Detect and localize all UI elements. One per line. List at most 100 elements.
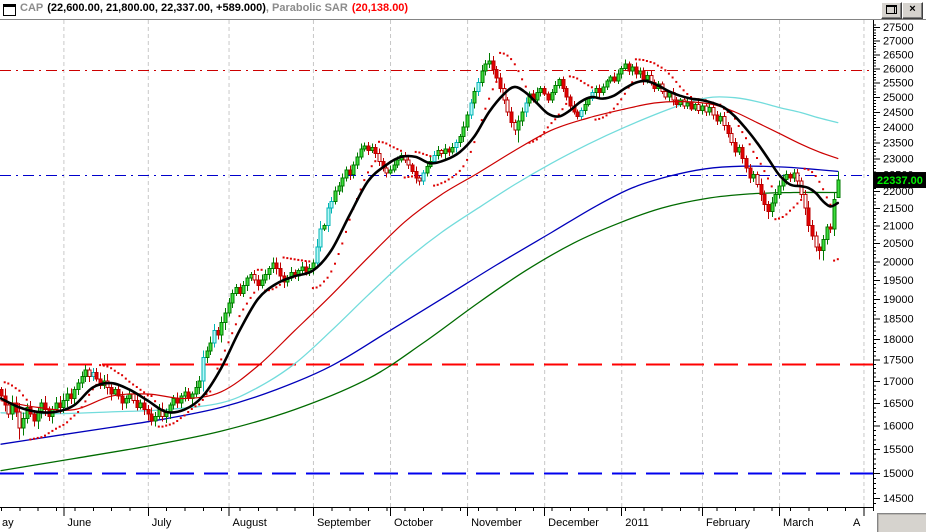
candle-body [414, 170, 419, 179]
candle-body [318, 228, 323, 248]
close-button[interactable]: × [902, 2, 923, 19]
candle-body [729, 132, 734, 144]
candle-body [678, 99, 683, 106]
candle-body [146, 409, 151, 415]
candle-body [355, 156, 360, 166]
candle-body [788, 174, 793, 179]
candle-body [205, 350, 210, 359]
candle-body [696, 104, 701, 112]
month-label: March [783, 517, 814, 529]
candle-body [241, 285, 246, 294]
candle-body [825, 226, 830, 241]
candle-body [337, 185, 342, 192]
month-label: July [152, 517, 172, 529]
candle-body [392, 164, 397, 171]
candle-body [674, 99, 679, 106]
candle-body [483, 63, 488, 72]
y-tick-label: 27000 [883, 36, 914, 48]
restore-button[interactable] [881, 2, 902, 19]
candle-body [315, 246, 320, 264]
candle-body [806, 207, 811, 226]
candle-body [443, 148, 448, 155]
candle-body [87, 369, 92, 378]
y-tick-label: 25000 [883, 92, 914, 104]
candle-body [557, 79, 562, 86]
candle-body [535, 92, 540, 101]
candle-body [278, 268, 283, 277]
candle-body [722, 116, 727, 127]
month-label: June [67, 517, 91, 529]
month-label: September [317, 517, 371, 529]
y-tick-label: 20500 [883, 238, 914, 250]
candle-body [153, 415, 158, 422]
month-label: August [233, 517, 267, 529]
candle-body [762, 194, 767, 206]
candle-body [777, 185, 782, 196]
candle-body [263, 273, 268, 281]
y-tick-label: 19500 [883, 275, 914, 287]
candle-body [718, 116, 723, 122]
candle-body [553, 84, 558, 94]
candle-body [201, 357, 206, 382]
candle-body [142, 402, 147, 411]
ma-fast-black [0, 79, 840, 414]
candle-body [546, 93, 551, 101]
candle-body [245, 277, 250, 287]
candle-body [744, 157, 749, 169]
candle-body [799, 180, 804, 196]
candle-body [395, 159, 400, 166]
candle-body [623, 63, 628, 69]
y-tick-label: 25500 [883, 78, 914, 90]
candle-body [329, 200, 334, 209]
candle-body [168, 404, 173, 413]
candle-body [138, 402, 143, 408]
y-tick-label: 17500 [883, 355, 914, 367]
candle-body [561, 79, 566, 89]
candle-body [601, 86, 606, 94]
month-label: ay [2, 517, 14, 529]
month-label: December [548, 517, 599, 529]
candle-body [76, 382, 81, 391]
candle-body [80, 376, 85, 384]
candle-body [520, 111, 525, 122]
candle-body [498, 77, 503, 89]
y-tick-label: 24500 [883, 107, 914, 119]
month-label: A [853, 517, 861, 529]
candle-body [454, 142, 459, 148]
y-tick-label: 15000 [883, 468, 914, 480]
symbol-label: CAP [20, 2, 44, 14]
y-tick-label: 19000 [883, 294, 914, 306]
candle-body [814, 235, 819, 248]
candle-body [832, 199, 837, 230]
month-label: 2011 [625, 517, 649, 529]
candle-body [417, 177, 422, 182]
y-tick-label: 18500 [883, 314, 914, 326]
month-label: October [394, 517, 433, 529]
candle-body [711, 107, 716, 116]
candle-body [120, 395, 125, 404]
chart-title: CAP (22,600.00, 21,800.00, 22,337.00, +58… [20, 2, 408, 14]
candle-body [274, 262, 279, 270]
candle-body [194, 386, 199, 395]
candle-body [458, 135, 463, 144]
candle-body [564, 87, 569, 98]
candle-body [227, 302, 232, 314]
candle-body [491, 60, 496, 71]
candle-body [770, 202, 775, 213]
candle-body [94, 371, 99, 380]
candle-body [766, 204, 771, 213]
candle-body [344, 169, 349, 179]
candle-body [432, 154, 437, 163]
candle-body [300, 266, 305, 272]
y-tick-label: 23000 [883, 153, 914, 165]
y-tick-label: 21000 [883, 220, 914, 232]
candle-body [362, 145, 367, 150]
month-label: November [471, 517, 522, 529]
candle-body [645, 74, 650, 81]
candle-body [406, 159, 411, 166]
candle-body [322, 224, 327, 230]
month-label: February [706, 517, 751, 529]
candle-body [472, 90, 477, 104]
candle-body [469, 102, 474, 116]
